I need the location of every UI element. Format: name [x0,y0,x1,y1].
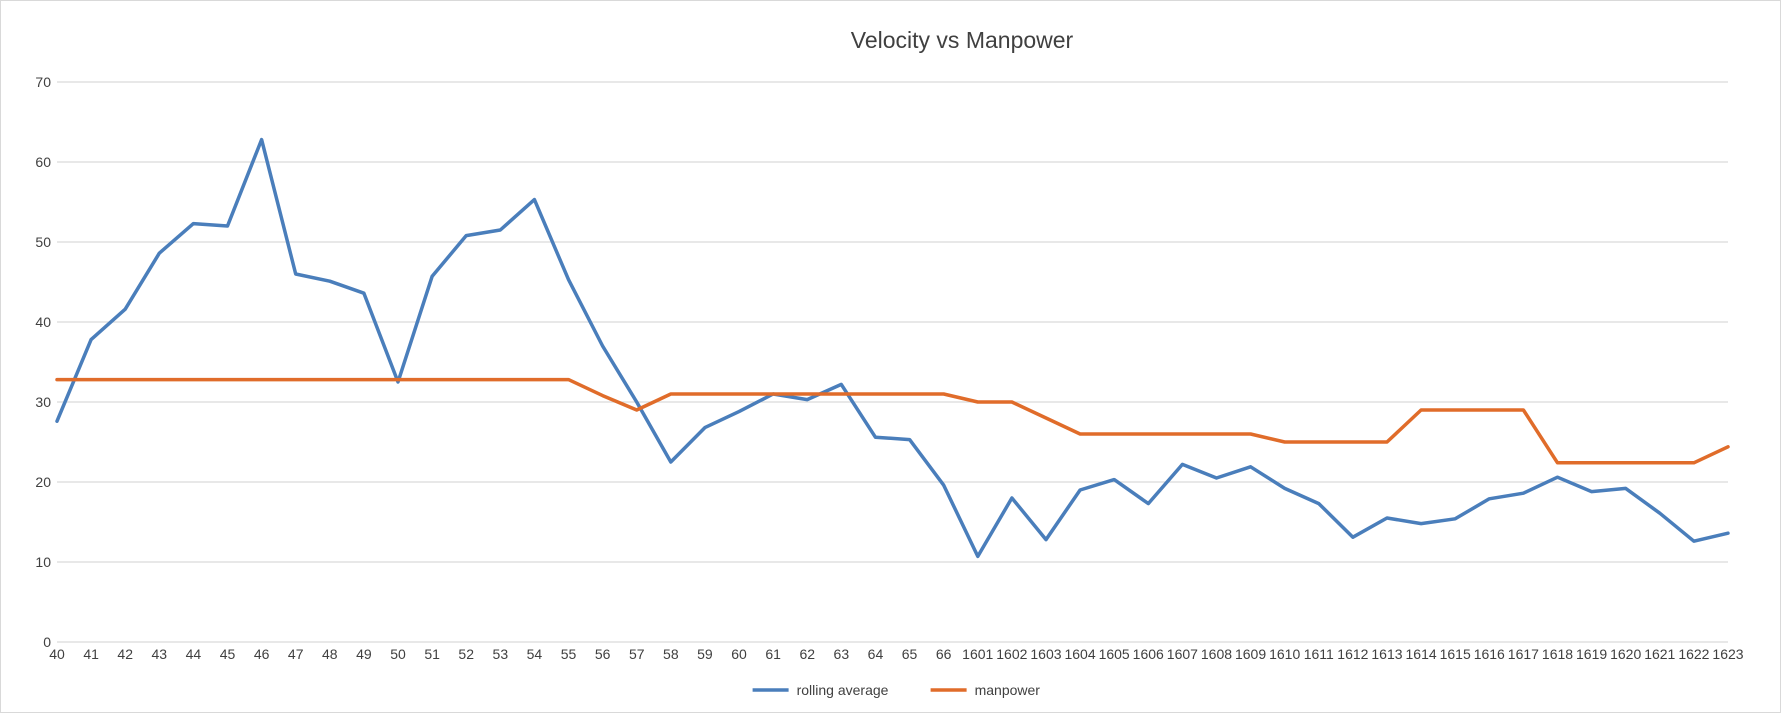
series-line-manpower [55,377,1730,465]
y-tick-label: 70 [35,74,51,90]
y-tick-label: 30 [35,394,51,410]
x-tick-label: 44 [186,646,202,662]
y-tick-label: 40 [35,314,51,330]
x-tick-label: 1622 [1678,646,1709,662]
x-tick-label: 1604 [1064,646,1095,662]
x-tick-label: 1611 [1304,646,1334,662]
x-tick-label: 57 [629,646,645,662]
chart-title: Velocity vs Manpower [851,27,1074,53]
x-tick-label: 1603 [1030,646,1061,662]
legend: rolling average manpower [752,682,1041,698]
y-axis: 0 10 20 30 40 50 60 70 [35,74,51,650]
x-axis: 40 41 42 43 44 45 46 47 48 49 50 51 52 53 54 55 56 57 58 59… [49,646,1744,662]
x-tick-label: 1615 [1440,646,1471,662]
y-tick-label: 10 [35,554,51,570]
y-tick-label: 50 [35,234,51,250]
x-tick-label: 43 [152,646,168,662]
gridlines [57,81,1728,643]
x-tick-label: 1623 [1712,646,1743,662]
x-tick-label: 1612 [1337,646,1368,662]
x-tick-label: 65 [902,646,918,662]
x-tick-label: 62 [799,646,815,662]
x-tick-label: 1602 [996,646,1027,662]
legend-label: rolling average [797,682,889,698]
x-tick-label: 1617 [1508,646,1539,662]
x-tick-label: 49 [356,646,372,662]
x-tick-label: 1610 [1269,646,1300,662]
y-tick-label: 20 [35,474,51,490]
x-tick-label: 63 [834,646,850,662]
x-tick-label: 64 [868,646,884,662]
legend-item: rolling average [752,682,889,698]
x-tick-label: 1607 [1167,646,1198,662]
x-tick-label: 46 [254,646,270,662]
x-tick-label: 54 [527,646,543,662]
x-tick-label: 55 [561,646,577,662]
x-tick-label: 40 [49,646,65,662]
legend-item: manpower [930,682,1041,698]
x-tick-label: 41 [83,646,99,662]
x-tick-label: 61 [765,646,781,662]
legend-label: manpower [975,682,1041,698]
y-tick-label: 60 [35,154,51,170]
x-tick-label: 1621 [1644,646,1675,662]
x-tick-label: 47 [288,646,304,662]
x-tick-label: 58 [663,646,679,662]
x-tick-label: 1614 [1406,646,1437,662]
x-tick-label: 48 [322,646,338,662]
x-tick-label: 42 [117,646,133,662]
x-tick-label: 53 [493,646,509,662]
x-tick-label: 45 [220,646,236,662]
x-tick-label: 50 [390,646,406,662]
x-tick-label: 1605 [1099,646,1130,662]
y-tick-label: 0 [43,634,51,650]
x-tick-label: 60 [731,646,747,662]
x-tick-label: 1609 [1235,646,1266,662]
x-tick-label: 1613 [1371,646,1402,662]
x-tick-label: 51 [424,646,440,662]
series-lines [55,137,1730,559]
x-tick-label: 1601 [962,646,993,662]
x-tick-label: 1606 [1133,646,1164,662]
x-tick-label: 59 [697,646,713,662]
x-tick-label: 1616 [1474,646,1505,662]
x-tick-label: 1620 [1610,646,1641,662]
x-tick-label: 52 [458,646,474,662]
x-tick-label: 1608 [1201,646,1232,662]
x-tick-label: 1619 [1576,646,1607,662]
x-tick-label: 56 [595,646,611,662]
x-tick-label: 66 [936,646,952,662]
series-line-rolling-average [55,137,1730,559]
x-tick-label: 1618 [1542,646,1573,662]
